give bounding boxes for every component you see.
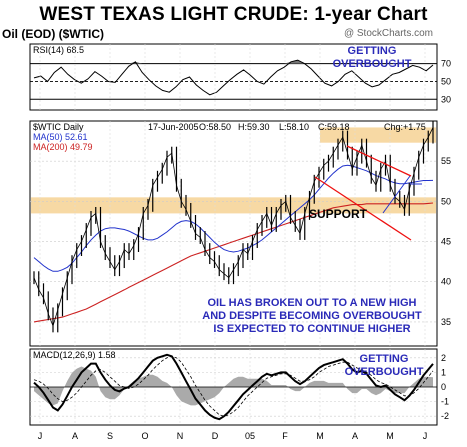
macd-tick-label: 1	[441, 367, 446, 377]
macd-line	[33, 353, 434, 421]
macd-tick-label: 0	[441, 382, 446, 392]
support-label: SUPPORT	[309, 207, 368, 221]
trend-upper-line	[346, 145, 412, 177]
rsi-annotation-line-2: OVERBOUGHT	[333, 58, 412, 70]
macd-tick-label: -2	[441, 411, 449, 421]
credit-label: @ StockCharts.com	[343, 28, 433, 39]
price-header-low: L:58.10	[279, 122, 309, 132]
rsi-tick-label: 70	[441, 59, 451, 69]
x-tick-label: A	[72, 431, 78, 441]
price-tick-label: 40	[441, 277, 451, 287]
macd-annotation-line-1: GETTING	[360, 353, 409, 365]
ma200-line	[33, 202, 434, 323]
rsi-tick-label: 30	[441, 94, 451, 104]
price-tick-label: 45	[441, 237, 451, 247]
breakout-line	[382, 175, 411, 214]
macd-tick-label: -1	[441, 397, 449, 407]
price-annotation-line-2: AND DESPITE BECOMING OVERBOUGHT	[202, 310, 422, 322]
trend-lower-line	[314, 176, 412, 241]
x-tick-label: N	[177, 431, 184, 441]
price-header-high: H:59.30	[238, 122, 270, 132]
symbol-label: Oil (EOD) ($WTIC)	[2, 27, 104, 41]
price-tick-label: 35	[441, 317, 451, 327]
support-band	[31, 197, 436, 214]
legend-price: $WTIC Daily	[33, 122, 84, 132]
price-annotation-line-1: OIL HAS BROKEN OUT TO A NEW HIGH	[207, 297, 416, 309]
x-tick-label: M	[316, 431, 324, 441]
macd-label: MACD(12,26,9) 1.58	[33, 350, 116, 360]
macd-annotation-line-2: OVERBOUGHT	[345, 366, 424, 378]
chart-title: WEST TEXAS LIGHT CRUDE: 1-year Chart	[39, 4, 428, 25]
price-tick-label: 55	[441, 156, 451, 166]
legend-ma50: MA(50) 52.61	[33, 132, 88, 142]
price-annotation-line-3: IS EXPECTED TO CONTINUE HIGHER	[213, 323, 410, 335]
macd-signal-line	[33, 355, 434, 417]
x-tick-label: J	[38, 431, 43, 441]
x-tick-label: 05	[245, 431, 255, 441]
rsi-annotation-line-1: GETTING	[348, 45, 397, 57]
price-header-close: C:59.18	[318, 122, 350, 132]
resistance-band	[320, 127, 436, 143]
x-tick-label: O	[141, 431, 148, 441]
x-tick-label: D	[212, 431, 219, 441]
rsi-line	[33, 59, 434, 96]
x-tick-label: A	[352, 431, 358, 441]
legend-ma200: MA(200) 49.79	[33, 142, 93, 152]
price-line	[33, 127, 434, 328]
x-tick-label: S	[107, 431, 113, 441]
price-header-date: 17-Jun-2005	[148, 122, 199, 132]
price-header-change: Chg:+1.75	[384, 122, 426, 132]
macd-tick-label: 2	[441, 353, 446, 363]
x-tick-label: F	[282, 431, 288, 441]
x-tick-label: J	[423, 431, 428, 441]
x-tick-label: M	[386, 431, 394, 441]
rsi-label: RSI(14) 68.5	[33, 45, 84, 55]
price-tick-label: 50	[441, 196, 451, 206]
macd-histogram	[34, 366, 433, 406]
rsi-tick-label: 50	[441, 76, 451, 86]
price-header-open: O:58.50	[199, 122, 231, 132]
